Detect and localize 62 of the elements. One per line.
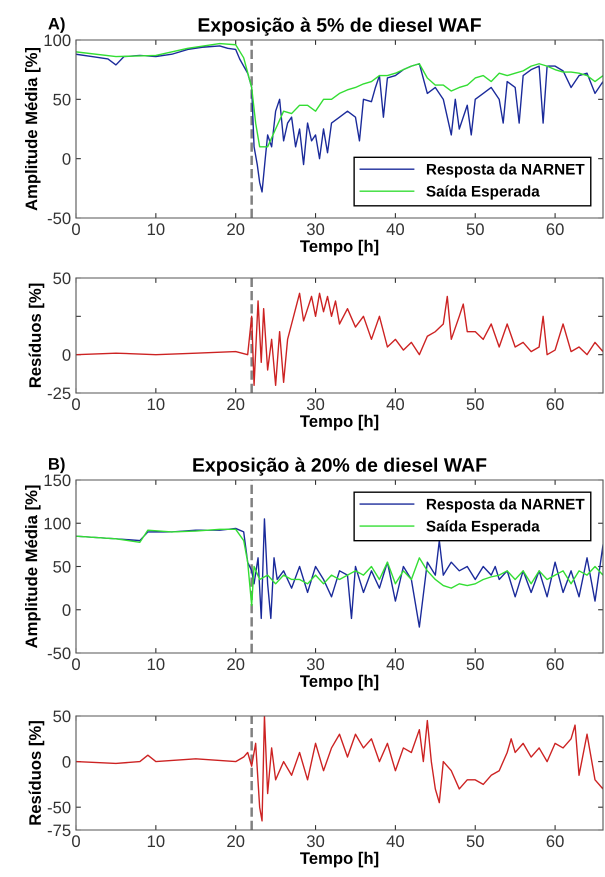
- y-tick-label: 50: [53, 272, 70, 284]
- x-tick-label: 50: [466, 835, 484, 848]
- legend-label: Resposta da NARNET: [426, 163, 585, 178]
- x-tick-label: 10: [148, 223, 164, 236]
- x-tick-label: 40: [386, 835, 404, 848]
- x-tick-label: 0: [72, 223, 80, 236]
- y-axis-title: Amplitude Média [%]: [24, 48, 41, 211]
- x-tick-label: 20: [227, 223, 244, 236]
- line-series: [76, 292, 603, 386]
- x-axis-title: Tempo [h]: [300, 240, 378, 256]
- y-tick-label: 0: [62, 153, 70, 165]
- x-tick-label: 60: [546, 223, 564, 236]
- chart-title: Exposição à 20% de diesel WAF: [193, 457, 486, 476]
- x-tick-label: 60: [546, 835, 564, 848]
- text: B): [48, 458, 65, 474]
- legend-label: Resposta da NARNET: [426, 498, 585, 513]
- x-tick-label: 20: [227, 835, 244, 848]
- x-axis-title: Tempo [h]: [300, 852, 378, 868]
- x-tick-label: 40: [386, 658, 404, 670]
- y-tick-label: 0: [62, 756, 70, 768]
- x-tick-label: 0: [72, 835, 80, 848]
- x-tick-label: 10: [148, 398, 164, 410]
- x-tick-label: 60: [546, 658, 564, 670]
- legend-label: Saída Esperada: [426, 520, 540, 535]
- y-tick-label: 50: [53, 710, 70, 722]
- y-axis-title: Resíduos [%]: [28, 721, 44, 825]
- x-tick-label: 10: [148, 658, 164, 670]
- y-tick-label: 100: [44, 518, 70, 530]
- y-tick-label: -50: [48, 647, 70, 660]
- y-tick-label: 0: [62, 349, 70, 361]
- x-tick-label: 30: [306, 835, 324, 848]
- x-tick-label: 10: [148, 835, 164, 848]
- y-tick-label: -50: [48, 802, 70, 814]
- y-tick-label: -25: [48, 387, 70, 400]
- x-tick-label: 20: [227, 658, 244, 670]
- x-tick-label: 50: [466, 398, 484, 410]
- x-tick-label: 40: [386, 398, 404, 410]
- y-tick-label: 50: [53, 560, 70, 573]
- y-tick-label: -50: [48, 212, 70, 224]
- x-axis-title: Tempo [h]: [300, 414, 378, 430]
- x-tick-label: 30: [306, 398, 324, 410]
- x-tick-label: 50: [466, 658, 484, 670]
- y-tick-label: 150: [44, 474, 70, 486]
- x-tick-label: 60: [546, 398, 564, 410]
- x-tick-label: 20: [227, 398, 244, 410]
- legend-label: Saída Esperada: [426, 185, 540, 200]
- x-tick-label: 0: [72, 398, 80, 410]
- y-tick-label: 100: [44, 34, 70, 46]
- y-tick-label: 0: [62, 604, 70, 616]
- y-axis-title: Amplitude Média [%]: [24, 485, 41, 648]
- x-tick-label: 30: [306, 223, 324, 236]
- x-tick-label: 50: [466, 223, 484, 236]
- line-series: [76, 42, 603, 148]
- x-tick-label: 40: [386, 223, 404, 236]
- chart-title: Exposição à 5% de diesel WAF: [198, 17, 481, 36]
- text: A): [48, 17, 65, 33]
- x-tick-label: 30: [306, 658, 324, 670]
- y-tick-label: 50: [53, 94, 70, 106]
- x-tick-label: 0: [72, 658, 80, 670]
- x-axis-title: Tempo [h]: [300, 674, 378, 690]
- y-axis-title: Resíduos [%]: [28, 284, 44, 388]
- y-tick-label: -75: [48, 824, 70, 836]
